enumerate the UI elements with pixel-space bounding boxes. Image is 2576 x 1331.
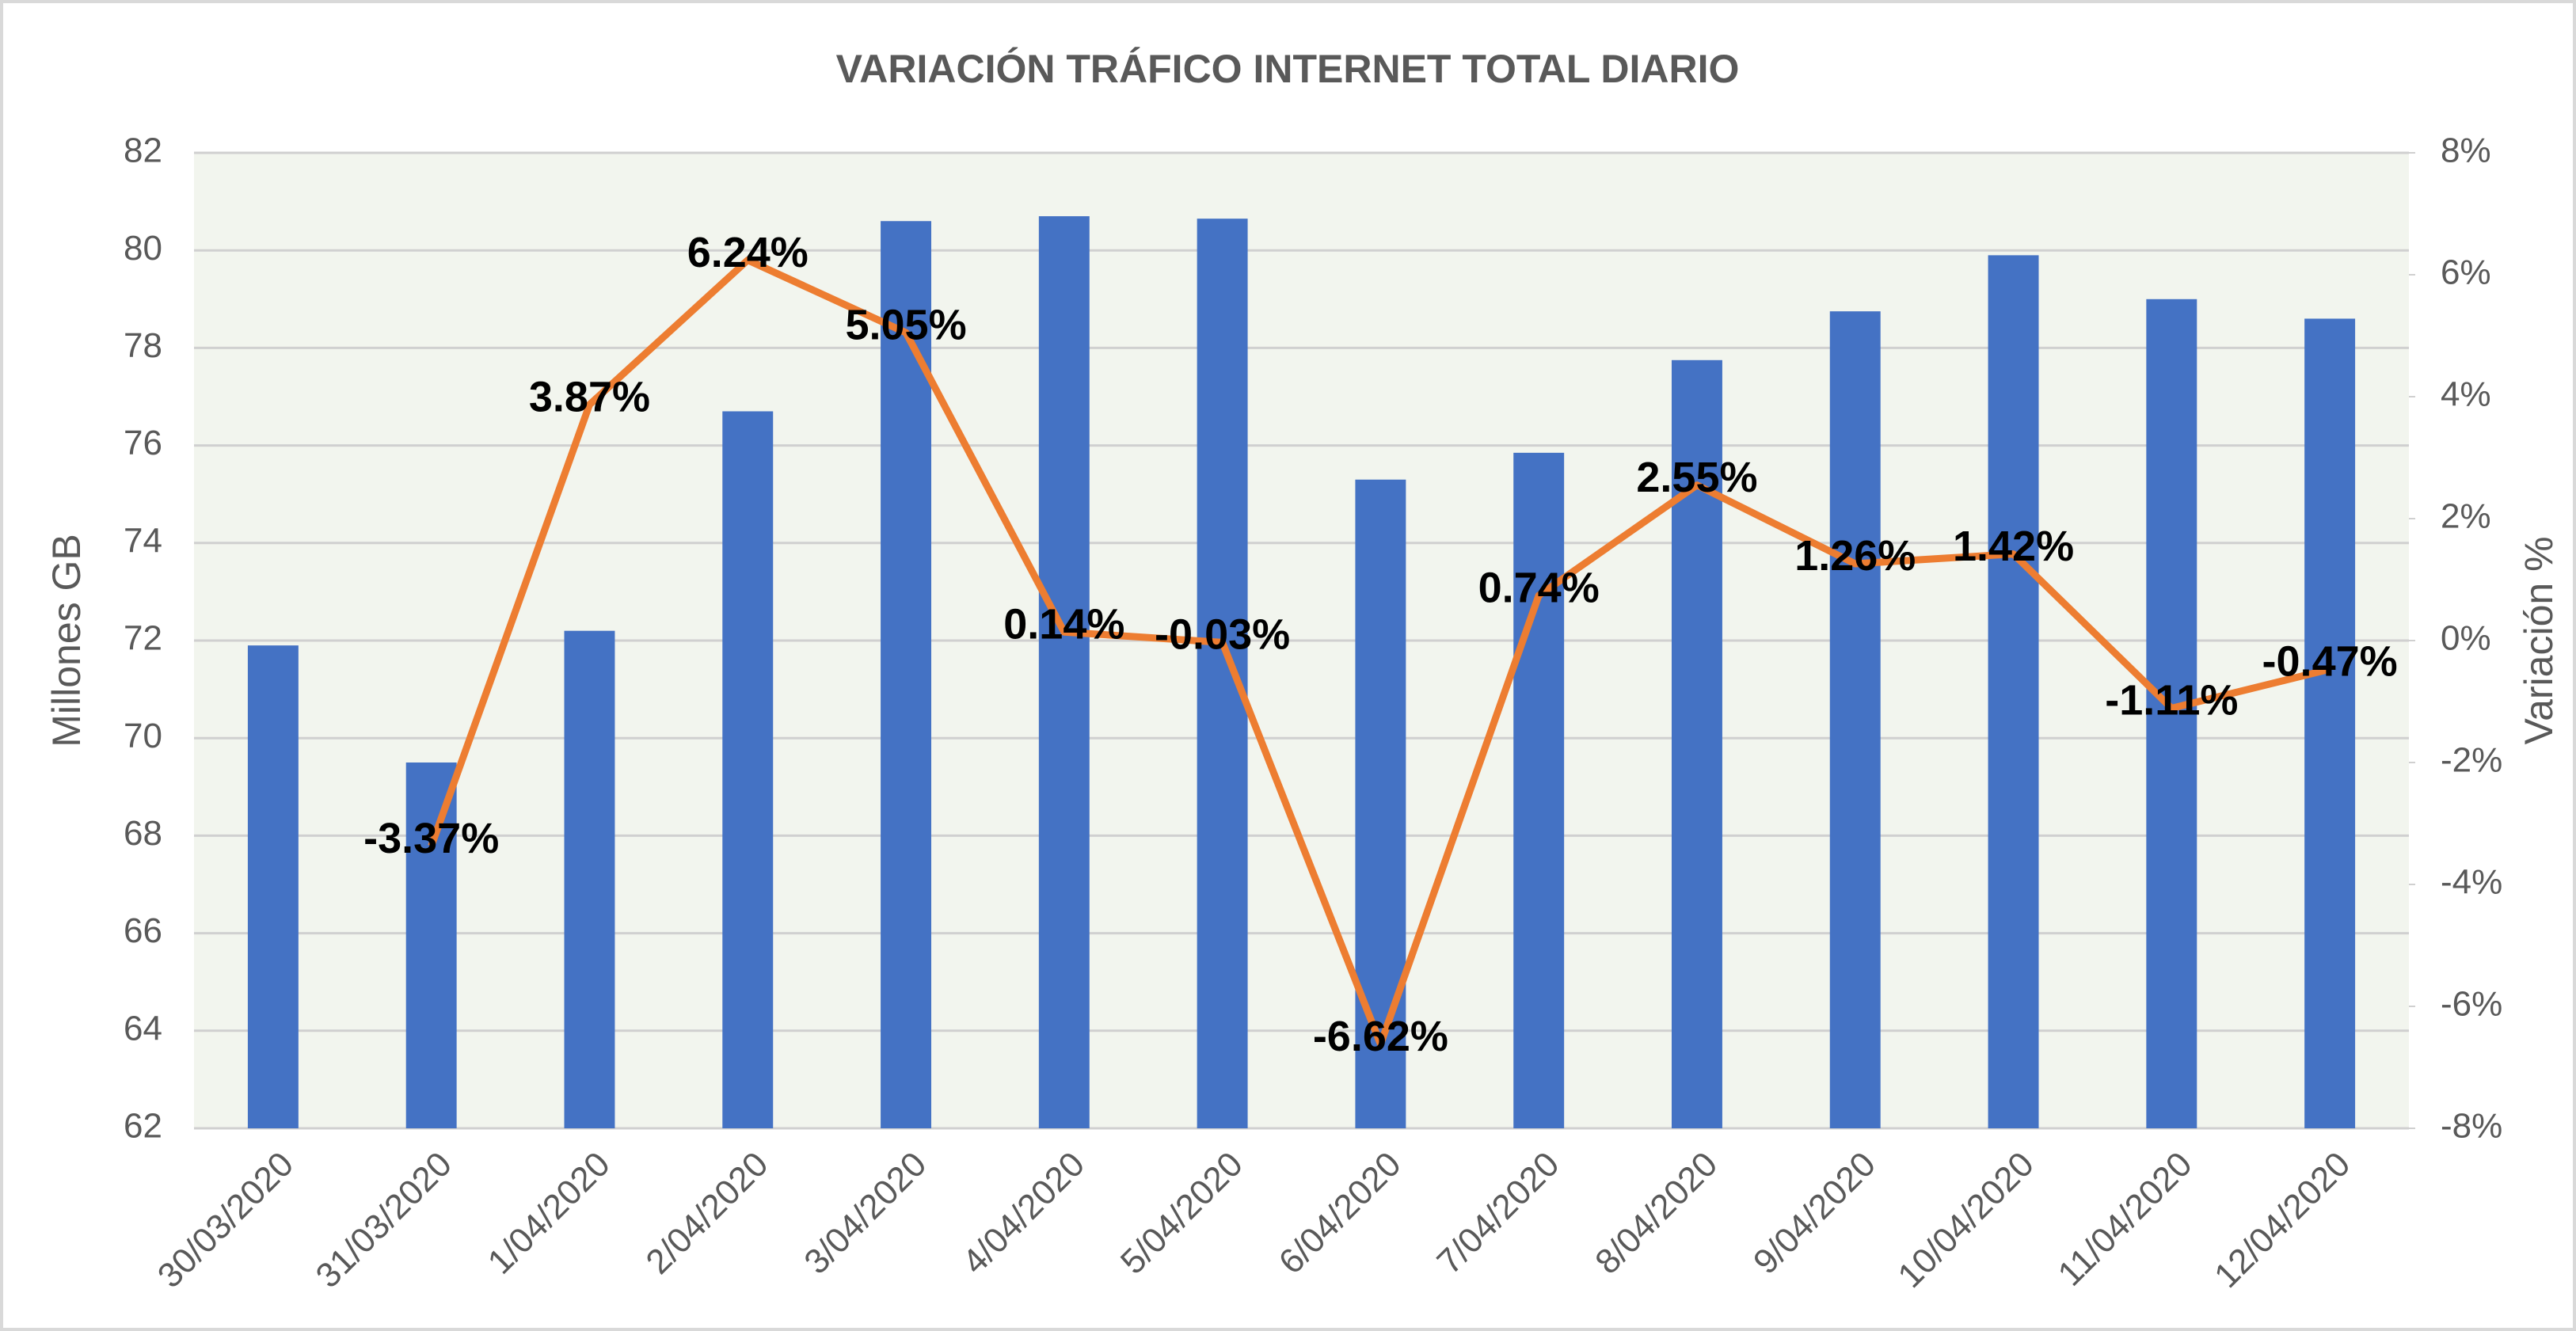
y2-tick-label: 8%: [2441, 131, 2491, 170]
bar: [2304, 318, 2356, 1128]
data-label: 2.55%: [1636, 454, 1757, 501]
y-tick-label: 74: [124, 521, 162, 560]
y2-tick-label: -8%: [2441, 1107, 2502, 1146]
data-label: -6.62%: [1313, 1013, 1448, 1060]
data-label: 0.74%: [1478, 564, 1600, 611]
y-tick-label: 78: [124, 326, 162, 365]
bar: [1829, 311, 1881, 1129]
y-tick-label: 82: [124, 131, 162, 170]
data-label: -0.47%: [2262, 637, 2398, 685]
y2-tick-label: 2%: [2441, 497, 2491, 536]
bar: [405, 762, 457, 1128]
bar: [722, 411, 774, 1128]
data-label: 5.05%: [845, 301, 966, 348]
y2-tick-label: 0%: [2441, 619, 2491, 658]
y-tick-label: 80: [124, 229, 162, 268]
bar: [881, 221, 932, 1128]
y2-tick-label: -6%: [2441, 985, 2502, 1024]
y2-tick-label: 4%: [2441, 375, 2491, 414]
bar: [2146, 299, 2197, 1128]
data-label: 1.42%: [1953, 523, 2074, 570]
y2-axis-label: Variación %: [2517, 536, 2561, 744]
y2-tick-label: 6%: [2441, 253, 2491, 292]
y2-tick-label: -4%: [2441, 863, 2502, 902]
data-label: 1.26%: [1794, 532, 1916, 580]
bar: [1988, 255, 2039, 1128]
data-label: 6.24%: [687, 229, 809, 276]
line: [428, 257, 2331, 1048]
y-tick-label: 62: [124, 1107, 162, 1146]
y-tick-label: 68: [124, 814, 162, 853]
data-label: 3.87%: [529, 373, 650, 420]
bar: [1513, 452, 1565, 1128]
chart-title: VARIACIÓN TRÁFICO INTERNET TOTAL DIARIO: [836, 47, 1740, 91]
y-tick-label: 76: [124, 424, 162, 462]
y-tick-label: 66: [124, 911, 162, 950]
bar: [247, 645, 299, 1128]
data-label: -3.37%: [363, 815, 499, 862]
y-axis-label: Millones GB: [44, 534, 89, 747]
bar: [1355, 479, 1406, 1128]
data-label: -1.11%: [2105, 677, 2238, 724]
bar: [1197, 219, 1248, 1128]
y-tick-label: 64: [124, 1009, 162, 1048]
data-label: -0.03%: [1155, 611, 1290, 659]
y-tick-label: 72: [124, 619, 162, 658]
bar: [564, 630, 615, 1128]
y2-tick-label: -2%: [2441, 741, 2502, 780]
data-label: 0.14%: [1003, 600, 1124, 648]
y-tick-label: 70: [124, 717, 162, 755]
bar: [1038, 216, 1090, 1129]
